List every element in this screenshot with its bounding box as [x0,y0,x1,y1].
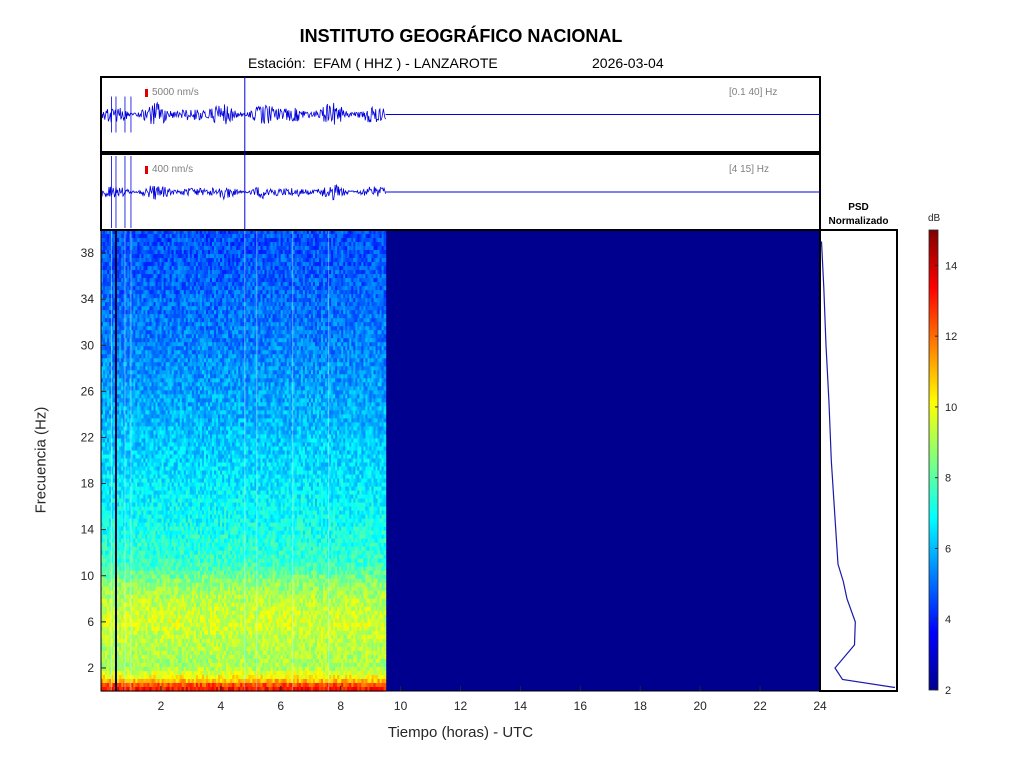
colorbar: 2 4 6 8 10 12 14 [928,229,957,697]
seismogram-traces [100,76,821,231]
y-tick-label: 6 [87,615,94,629]
y-tick-label: 34 [81,292,95,306]
band-label-filtered: [4 15] Hz [729,164,770,175]
colorbar-tick-label: 6 [945,543,951,555]
x-tick-label: 6 [277,699,284,713]
colorbar-tick-label: 2 [945,685,951,697]
scale-marker-filtered [145,166,148,174]
trace-broadband-signal [101,101,386,125]
x-tick-label: 2 [158,699,165,713]
station-label: Estación: EFAM ( HHZ ) - LANZAROTE [248,55,498,71]
psd-panel [819,229,898,692]
scale-label-filtered: 400 nm/s [152,164,194,175]
colorbar-tick-label: 12 [945,331,957,343]
colorbar-tick-label: 8 [945,473,951,485]
page-title: INSTITUTO GEOGRÁFICO NACIONAL [299,26,623,46]
scale-marker-broadband [145,89,148,97]
psd-line [820,241,896,689]
scale-label-broadband: 5000 nm/s [152,87,199,98]
psd-title-line: PSD [848,202,869,213]
x-tick-label: 4 [217,699,224,713]
x-tick-label: 8 [337,699,344,713]
x-tick-label: 24 [813,699,827,713]
x-tick-label: 12 [454,699,468,713]
x-tick-label: 14 [514,699,528,713]
spectrogram [100,229,821,692]
colorbar-unit-label: dB [928,213,941,224]
colorbar-tick-label: 10 [945,402,957,414]
band-label-broadband: [0.1 40] Hz [729,87,778,98]
psd-frame [819,229,898,692]
y-tick-label: 2 [87,661,94,675]
psd-title-line: Normalizado [828,216,889,227]
date-label: 2026-03-04 [592,55,664,71]
y-tick-label: 14 [81,523,95,537]
y-tick-label: 30 [81,338,95,352]
spectrogram-cells [101,230,387,692]
y-tick-label: 38 [81,246,95,260]
y-axis-label: Frecuencia (Hz) [32,406,50,514]
x-tick-label: 22 [753,699,767,713]
colorbar-tick-label: 4 [945,614,951,626]
y-tick-label: 18 [81,477,95,491]
x-axis-label: Tiempo (horas) - UTC [387,724,534,741]
y-tick-label: 10 [81,569,95,583]
colorbar-gradient [928,229,939,691]
x-tick-label: 16 [574,699,588,713]
trace-filtered-signal [101,183,386,201]
colorbar-tick-label: 14 [945,260,957,272]
y-tick-label: 22 [81,430,95,444]
x-tick-label: 20 [693,699,707,713]
x-tick-label: 10 [394,699,408,713]
x-tick-label: 18 [634,699,648,713]
y-tick-label: 26 [81,384,95,398]
psd-title: PSD Normalizado [820,201,897,229]
